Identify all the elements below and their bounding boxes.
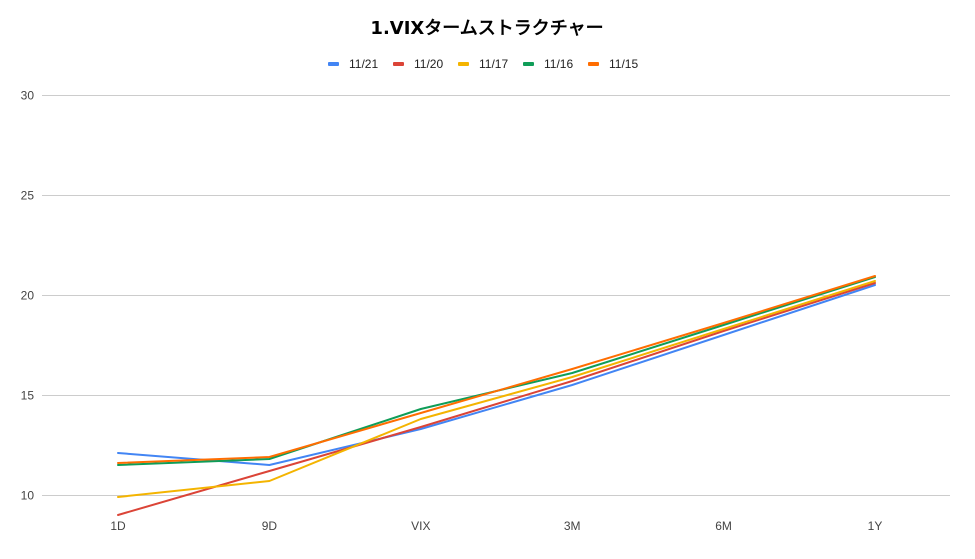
series-line-11-15	[117, 275, 876, 464]
y-tick-label: 20	[21, 289, 35, 303]
legend: 11/21 11/20 11/17 11/16 11/15	[328, 57, 638, 71]
legend-swatch	[588, 62, 599, 66]
y-tick-label: 10	[21, 489, 35, 503]
series-lines	[117, 275, 876, 516]
x-tick-label: 1Y	[868, 519, 883, 533]
series-line-11-16	[117, 276, 876, 466]
chart-title: 1.VIXタームストラクチャー	[370, 18, 603, 39]
legend-swatch	[458, 62, 469, 66]
x-tick-label: 9D	[262, 519, 278, 533]
legend-label: 11/15	[609, 57, 638, 71]
series-line-11-21	[117, 284, 876, 466]
x-axis: 1D 9D VIX 3M 6M 1Y	[110, 519, 882, 533]
series-line-11-20	[117, 282, 876, 516]
legend-label: 11/21	[349, 57, 378, 71]
y-tick-label: 30	[21, 89, 35, 103]
gridlines	[42, 95, 950, 496]
x-tick-label: 3M	[564, 519, 581, 533]
y-tick-label: 15	[21, 389, 35, 403]
legend-label: 11/16	[544, 57, 573, 71]
legend-label: 11/17	[479, 57, 508, 71]
legend-swatch	[523, 62, 534, 66]
x-tick-label: 1D	[110, 519, 126, 533]
y-tick-label: 25	[21, 189, 35, 203]
x-tick-label: VIX	[411, 519, 430, 533]
series-line-11-17	[117, 280, 876, 498]
legend-swatch	[328, 62, 339, 66]
legend-label: 11/20	[414, 57, 443, 71]
x-tick-label: 6M	[715, 519, 732, 533]
y-axis: 10 15 20 25 30	[21, 89, 35, 503]
legend-swatch	[393, 62, 404, 66]
